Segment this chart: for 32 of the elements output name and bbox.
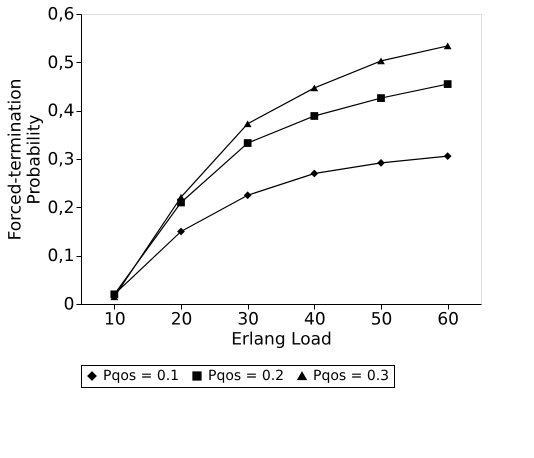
x-tick-label: 20 xyxy=(170,310,192,330)
x-tick-label: 60 xyxy=(437,310,459,330)
y-tick-label: 0,6 xyxy=(47,4,74,24)
point xyxy=(377,158,385,167)
y-axis-title: Forced-termination Probability xyxy=(5,78,44,240)
y-tick-label: 0,4 xyxy=(47,101,74,122)
x-tick-label: 10 xyxy=(104,310,126,330)
y-tick-label: 0,3 xyxy=(47,150,74,170)
point xyxy=(244,139,252,147)
point xyxy=(310,112,318,120)
point xyxy=(444,152,452,160)
x-tick-label: 30 xyxy=(237,310,259,330)
point xyxy=(310,170,318,178)
point xyxy=(177,228,185,236)
x-axis-title: Erlang Load xyxy=(231,330,332,350)
point xyxy=(310,84,318,92)
legend-label: Pqos = 0.1 xyxy=(103,368,180,384)
x-tick-label: 50 xyxy=(370,310,392,330)
y-tick-label: 0 xyxy=(64,294,74,314)
point xyxy=(444,80,452,88)
y-tick-label: 0,1 xyxy=(47,246,74,266)
point xyxy=(244,120,252,128)
y-tick-label: 0,2 xyxy=(47,198,74,218)
y-tick-label: 0,5 xyxy=(47,52,74,73)
point xyxy=(444,42,452,50)
point xyxy=(244,191,252,200)
point xyxy=(377,58,385,64)
point xyxy=(177,194,185,201)
legend-label: Pqos = 0.3 xyxy=(313,368,390,384)
point xyxy=(377,94,385,102)
legend-label: Pqos = 0.2 xyxy=(208,368,284,384)
x-tick-label: 40 xyxy=(304,310,326,330)
